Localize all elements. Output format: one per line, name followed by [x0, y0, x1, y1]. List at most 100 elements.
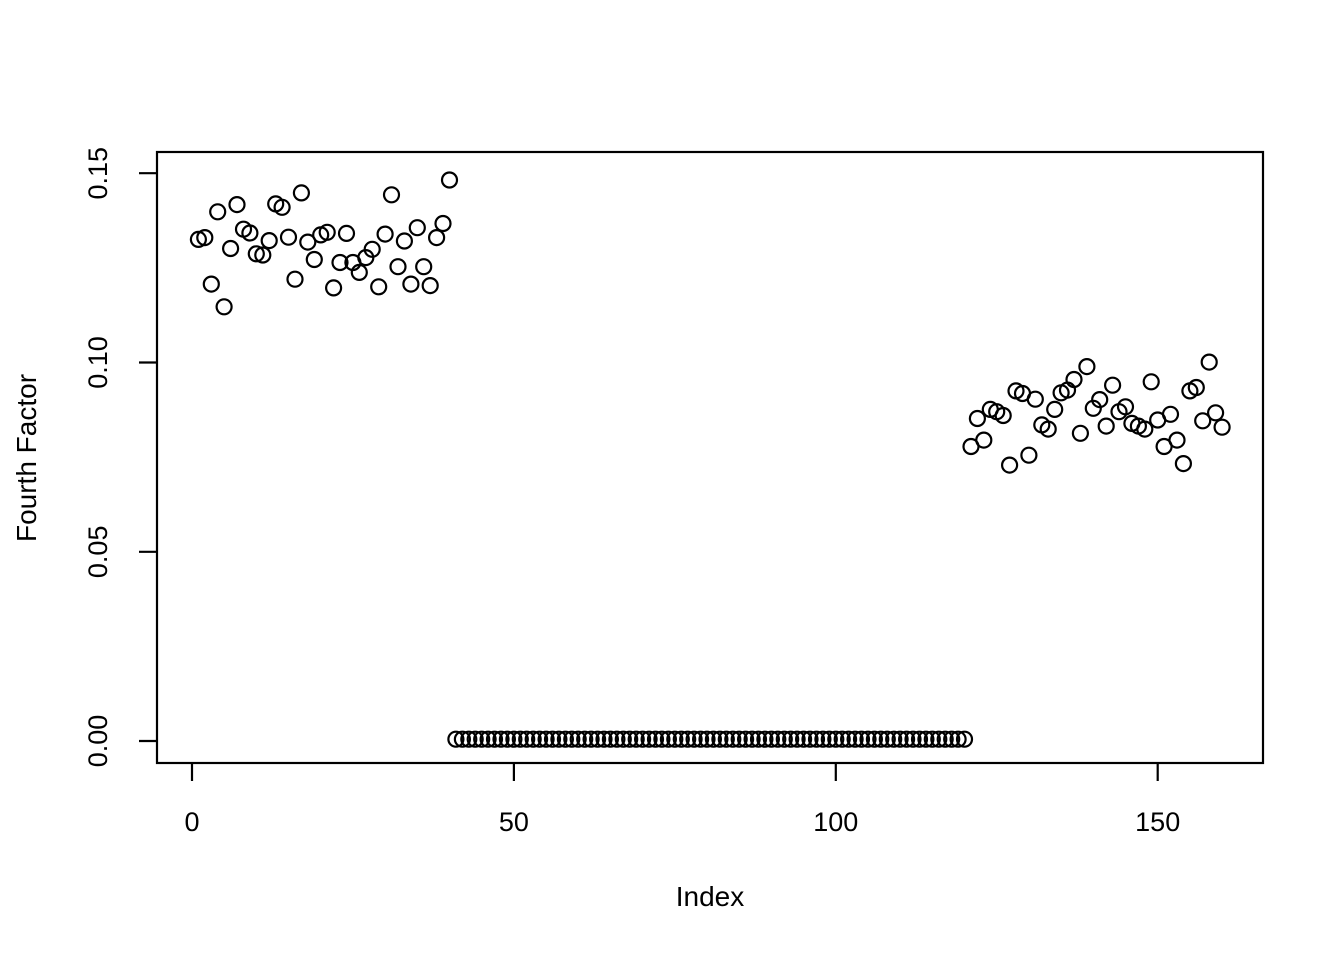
data-point	[762, 730, 781, 748]
axis-tick-labels: 0 50 100 150 0.00 0.05 0.10 0.15	[83, 147, 1180, 837]
data-point	[852, 730, 871, 748]
data-point	[807, 730, 826, 748]
data-point	[769, 730, 787, 748]
axis-ticks	[139, 172, 1159, 781]
data-point	[936, 730, 954, 748]
data-point	[1142, 373, 1160, 391]
data-point	[202, 275, 220, 293]
data-point	[473, 730, 491, 748]
data-point	[1078, 358, 1096, 376]
data-point	[1200, 353, 1218, 371]
data-point	[910, 730, 929, 748]
data-point	[930, 730, 948, 748]
data-point	[891, 730, 909, 748]
data-point	[968, 409, 987, 428]
data-point	[511, 730, 529, 748]
data-point	[1136, 420, 1154, 438]
data-point	[736, 730, 755, 748]
data-point	[292, 184, 310, 202]
data-point	[1213, 418, 1231, 436]
data-point	[846, 730, 864, 748]
data-point	[428, 229, 446, 247]
data-point	[228, 196, 246, 214]
data-point	[749, 730, 768, 748]
data-point	[621, 730, 639, 748]
data-point	[724, 730, 742, 748]
data-point	[460, 730, 478, 748]
data-point	[1046, 400, 1064, 418]
data-points	[189, 171, 1231, 748]
data-point	[382, 186, 401, 204]
data-point	[646, 730, 665, 748]
y-axis-title: Fourth Factor	[11, 374, 42, 542]
data-point	[569, 730, 587, 748]
data-point	[556, 730, 575, 748]
data-point	[788, 730, 806, 748]
data-point	[254, 246, 272, 264]
data-point	[704, 730, 723, 748]
data-point	[447, 730, 465, 748]
data-point	[814, 730, 832, 748]
x-tick-label: 100	[813, 807, 858, 837]
data-point	[994, 406, 1012, 425]
data-point	[975, 431, 993, 449]
data-point	[530, 730, 549, 748]
data-point	[666, 730, 684, 748]
x-tick-label: 150	[1135, 807, 1180, 837]
data-point	[820, 730, 838, 748]
data-point	[633, 730, 652, 748]
data-point	[299, 233, 317, 251]
data-point	[1187, 378, 1205, 397]
data-point	[1206, 404, 1225, 422]
data-point	[563, 730, 581, 748]
data-point	[601, 730, 620, 748]
data-point	[833, 730, 851, 748]
data-point	[659, 730, 678, 748]
y-tick-label: 0.15	[83, 147, 113, 200]
data-point	[537, 730, 555, 748]
data-point	[827, 730, 845, 748]
data-point	[485, 730, 504, 748]
data-point	[1116, 398, 1135, 416]
data-point	[492, 730, 510, 748]
data-point	[241, 224, 259, 242]
data-point	[524, 730, 542, 748]
x-tick-label: 0	[184, 807, 199, 837]
data-point	[691, 730, 710, 748]
data-point	[376, 225, 394, 243]
data-point	[1097, 417, 1115, 435]
data-point	[279, 228, 298, 246]
data-point	[453, 730, 471, 748]
data-point	[897, 730, 916, 748]
plot-frame	[155, 150, 1265, 765]
data-point	[479, 730, 497, 748]
data-point	[743, 730, 761, 748]
data-point	[839, 730, 858, 748]
data-point	[370, 278, 388, 296]
data-point	[408, 219, 426, 237]
data-point	[653, 730, 671, 748]
data-point	[949, 730, 967, 748]
data-point	[209, 203, 227, 221]
data-point	[1091, 391, 1109, 409]
data-point	[698, 730, 716, 748]
data-point	[859, 730, 877, 748]
data-point	[543, 730, 562, 748]
data-point	[518, 730, 536, 748]
data-point	[325, 279, 343, 297]
data-point	[904, 730, 922, 748]
data-point	[627, 730, 645, 748]
data-point	[273, 198, 291, 216]
data-point	[498, 730, 516, 748]
data-point	[917, 730, 935, 748]
data-point	[640, 730, 658, 748]
data-point	[923, 730, 941, 748]
data-point	[794, 730, 813, 748]
data-point	[955, 730, 974, 748]
data-point	[402, 275, 420, 293]
data-point	[576, 730, 594, 748]
data-point	[337, 224, 356, 242]
data-point	[679, 730, 697, 748]
data-point	[685, 730, 703, 748]
